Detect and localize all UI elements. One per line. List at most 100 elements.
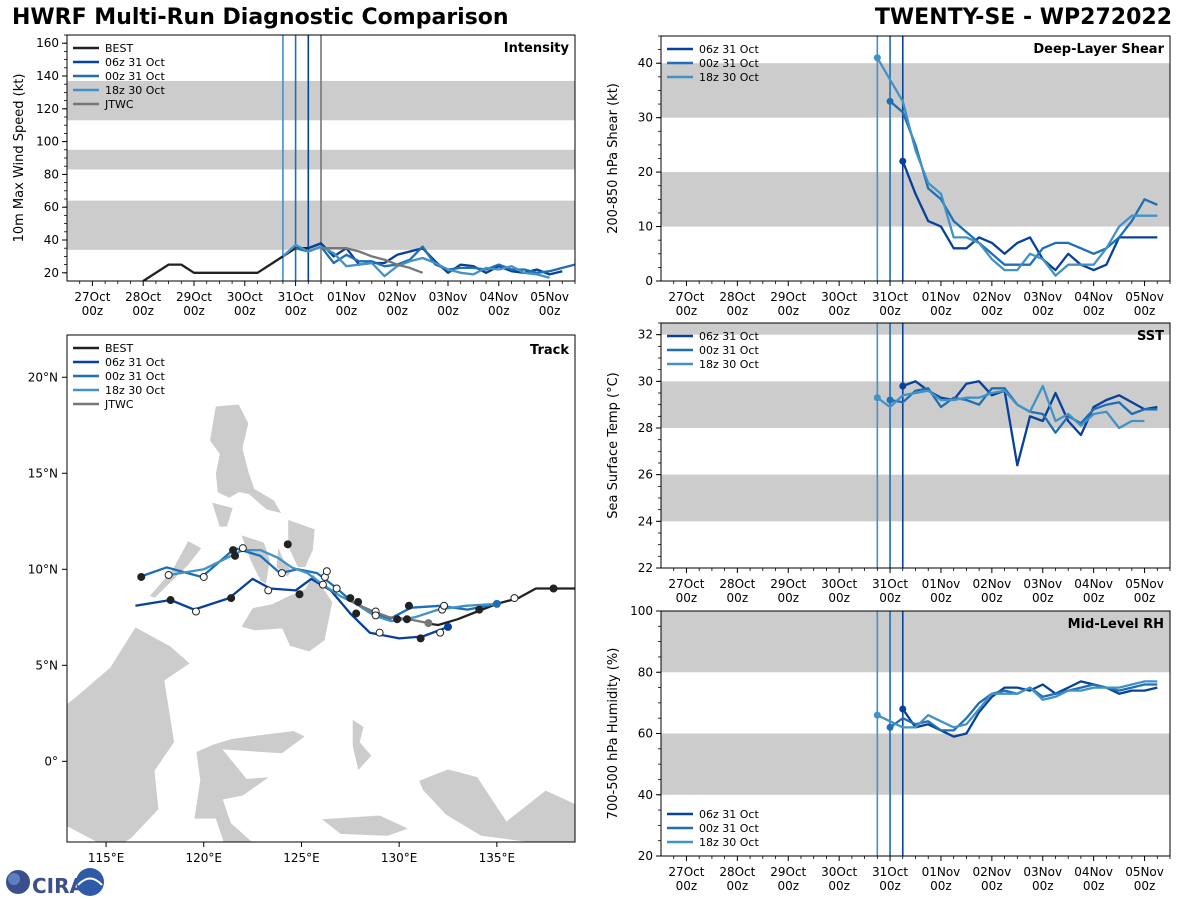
track-marker-run00 bbox=[440, 601, 449, 610]
sst-series-run06 bbox=[902, 380, 1158, 467]
sst-xtick-label-date: 05Nov bbox=[1125, 577, 1164, 591]
rh-legend-label-run00: 00z 31 Oct bbox=[699, 822, 759, 835]
intensity-legend-label-best: BEST bbox=[105, 42, 133, 55]
track-marker-run00 bbox=[164, 571, 173, 580]
sst-xtick-label-date: 01Nov bbox=[922, 577, 961, 591]
track-marker-run06 bbox=[352, 609, 361, 618]
sst-xtick-label-hour: 00z bbox=[1134, 591, 1156, 605]
track-marker-jtwc bbox=[402, 615, 411, 624]
shear-legend-label-run00: 00z 31 Oct bbox=[699, 57, 759, 70]
shear-xtick-label-hour: 00z bbox=[1032, 304, 1054, 318]
rh-ytick-label: 60 bbox=[638, 727, 653, 741]
land-samar-leyte bbox=[287, 518, 316, 568]
track-marker-run06 bbox=[166, 596, 175, 605]
rh-xtick-label-hour: 00z bbox=[879, 879, 901, 893]
intensity-xtick-label-date: 04Nov bbox=[479, 290, 518, 304]
intensity-xtick-label-hour: 00z bbox=[488, 304, 510, 318]
rh-xtick-label-date: 01Nov bbox=[922, 865, 961, 879]
track-xtick-label: 135°E bbox=[479, 851, 516, 865]
rh-xtick-label-date: 30Oct bbox=[821, 865, 857, 879]
land-halmahera bbox=[351, 718, 373, 772]
land-new-guinea bbox=[418, 768, 575, 842]
track-marker-run18 bbox=[318, 580, 327, 589]
track-xtick-label: 130°E bbox=[381, 851, 418, 865]
shear-xtick-label-hour: 00z bbox=[828, 304, 850, 318]
intensity-xtick-label-hour: 00z bbox=[183, 304, 205, 318]
shear-xtick-label-date: 30Oct bbox=[821, 290, 857, 304]
shear-start-marker-run00 bbox=[886, 97, 894, 105]
track-marker-best bbox=[475, 605, 484, 614]
sst-legend-label-run18: 18z 30 Oct bbox=[699, 358, 759, 371]
rh-xtick-label-hour: 00z bbox=[981, 879, 1003, 893]
sst-panel: 22242628303227Oct00z28Oct00z29Oct00z30Oc… bbox=[606, 322, 1171, 605]
sst-ytick-label: 22 bbox=[638, 561, 653, 575]
track-marker-run06 bbox=[264, 586, 273, 595]
track-panel: 115°E 120°E 125°E 130°E 135°E 0° 5°N 10°N 15°N 20… bbox=[28, 334, 576, 865]
rh-ytick-label: 20 bbox=[638, 849, 653, 863]
track-ytick-label: 0° bbox=[44, 754, 58, 768]
sst-plot-area bbox=[661, 323, 1170, 568]
sst-ytick-label: 30 bbox=[638, 374, 653, 388]
intensity-series-run00 bbox=[295, 245, 575, 274]
rh-xtick-label-hour: 00z bbox=[1134, 879, 1156, 893]
track-marker-run18 bbox=[393, 615, 402, 624]
cira-logo: CIRA bbox=[6, 868, 104, 898]
track-ytick-label: 10°N bbox=[28, 562, 58, 576]
rh-xtick-label-hour: 00z bbox=[676, 879, 698, 893]
intensity-plot-area bbox=[67, 35, 575, 281]
track-legend-label-run00: 00z 31 Oct bbox=[105, 370, 165, 383]
shear-start-marker-run18 bbox=[873, 54, 881, 62]
shear-series-run00 bbox=[889, 100, 1158, 266]
sst-xtick-label-date: 03Nov bbox=[1023, 577, 1062, 591]
land-mindoro bbox=[211, 501, 234, 528]
intensity-ylabel: 10m Max Wind Speed (kt) bbox=[12, 74, 27, 243]
intensity-ytick-label: 120 bbox=[36, 102, 59, 116]
sst-series-run18 bbox=[876, 384, 1145, 430]
shear-ytick-label: 40 bbox=[638, 56, 653, 70]
sst-xtick-label-date: 02Nov bbox=[972, 577, 1011, 591]
track-legend-label-run06: 06z 31 Oct bbox=[105, 356, 165, 369]
shear-xtick-label-hour: 00z bbox=[1083, 304, 1105, 318]
intensity-xtick-label-hour: 00z bbox=[234, 304, 256, 318]
rh-band-1 bbox=[661, 611, 1170, 673]
track-marker-run00 bbox=[238, 544, 247, 553]
track-marker-run18 bbox=[283, 540, 292, 549]
track-marker-run00 bbox=[277, 569, 286, 578]
rh-plot-area bbox=[661, 611, 1170, 856]
intensity-xtick-label-date: 30Oct bbox=[227, 290, 263, 304]
noaa-seal-wave bbox=[77, 877, 103, 886]
track-marker-run06 bbox=[191, 607, 200, 616]
intensity-xtick-label-date: 03Nov bbox=[429, 290, 468, 304]
intensity-xtick-label-hour: 00z bbox=[437, 304, 459, 318]
track-marker-run06 bbox=[416, 634, 425, 643]
intensity-xtick-label-date: 05Nov bbox=[530, 290, 569, 304]
intensity-xtick-label-date: 01Nov bbox=[327, 290, 366, 304]
sst-xtick-label-date: 29Oct bbox=[770, 577, 806, 591]
track-marker-run18 bbox=[436, 628, 445, 637]
track-marker-run18 bbox=[229, 546, 238, 555]
track-marker-run00 bbox=[404, 601, 413, 610]
intensity-xtick-label-hour: 00z bbox=[82, 304, 104, 318]
cira-globe-highlight bbox=[8, 873, 20, 885]
track-title: Track bbox=[530, 343, 569, 358]
shear-band-1 bbox=[661, 63, 1170, 118]
rh-panel: 2040608010027Oct00z28Oct00z29Oct00z30Oct… bbox=[606, 604, 1171, 893]
intensity-ytick-label: 20 bbox=[44, 266, 59, 280]
rh-xtick-label-hour: 00z bbox=[930, 879, 952, 893]
intensity-xtick-label-date: 02Nov bbox=[378, 290, 417, 304]
intensity-title: Intensity bbox=[504, 41, 570, 56]
rh-xtick-label-date: 05Nov bbox=[1125, 865, 1164, 879]
main-title: HWRF Multi-Run Diagnostic Comparison bbox=[12, 5, 509, 30]
rh-start-marker-run00 bbox=[886, 723, 894, 731]
track-xtick-label: 120°E bbox=[186, 851, 223, 865]
shear-xtick-label-hour: 00z bbox=[981, 304, 1003, 318]
intensity-legend-label-jtwc: JTWC bbox=[104, 98, 134, 111]
rh-xtick-label-hour: 00z bbox=[1032, 879, 1054, 893]
shear-xtick-label-hour: 00z bbox=[930, 304, 952, 318]
rh-xtick-label-date: 29Oct bbox=[770, 865, 806, 879]
noaa-seal-icon bbox=[76, 868, 104, 896]
shear-xtick-label-hour: 00z bbox=[676, 304, 698, 318]
land-sulawesi bbox=[193, 730, 307, 842]
track-marker-run18 bbox=[332, 584, 341, 593]
